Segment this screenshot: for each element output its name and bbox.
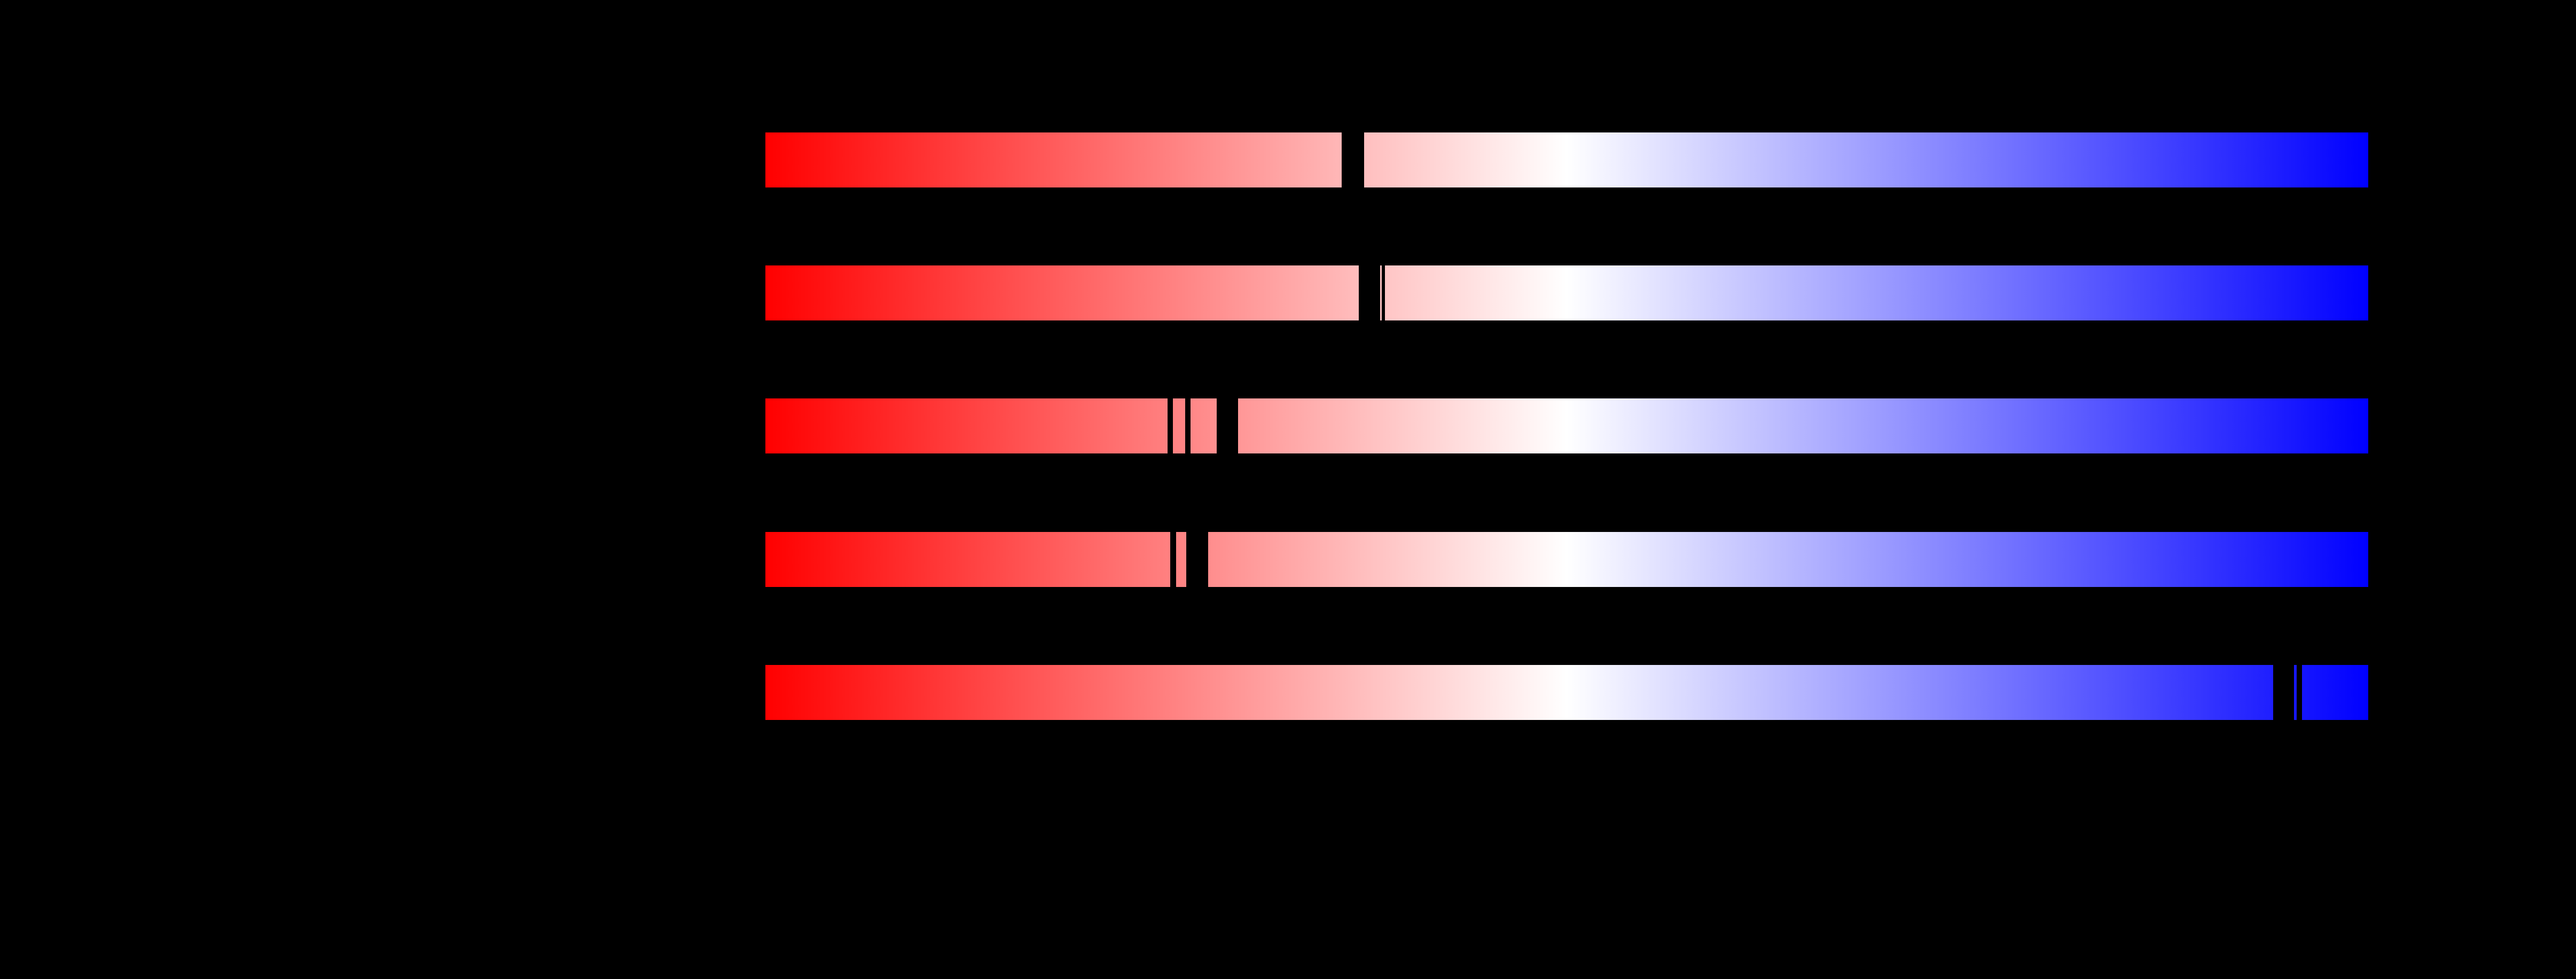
gradient-bar-row-2 [765, 265, 2368, 320]
value-marker-thin [2297, 665, 2302, 720]
value-marker-thin [1382, 265, 1385, 320]
gradient-bar-row-4 [765, 532, 2368, 587]
gradient-bar-row-3 [765, 398, 2368, 453]
value-marker-thick [2273, 665, 2294, 720]
value-marker-thick [1342, 132, 1364, 187]
gradient-bar-row-1 [765, 132, 2368, 187]
value-marker-thin [1185, 398, 1191, 453]
value-marker-thick [1186, 532, 1208, 587]
value-marker-thick [1217, 398, 1238, 453]
value-marker-thin [1170, 532, 1176, 587]
value-marker-thin [1168, 398, 1173, 453]
gradient-bar-row-5 [765, 665, 2368, 720]
value-marker-thick [1359, 265, 1380, 320]
